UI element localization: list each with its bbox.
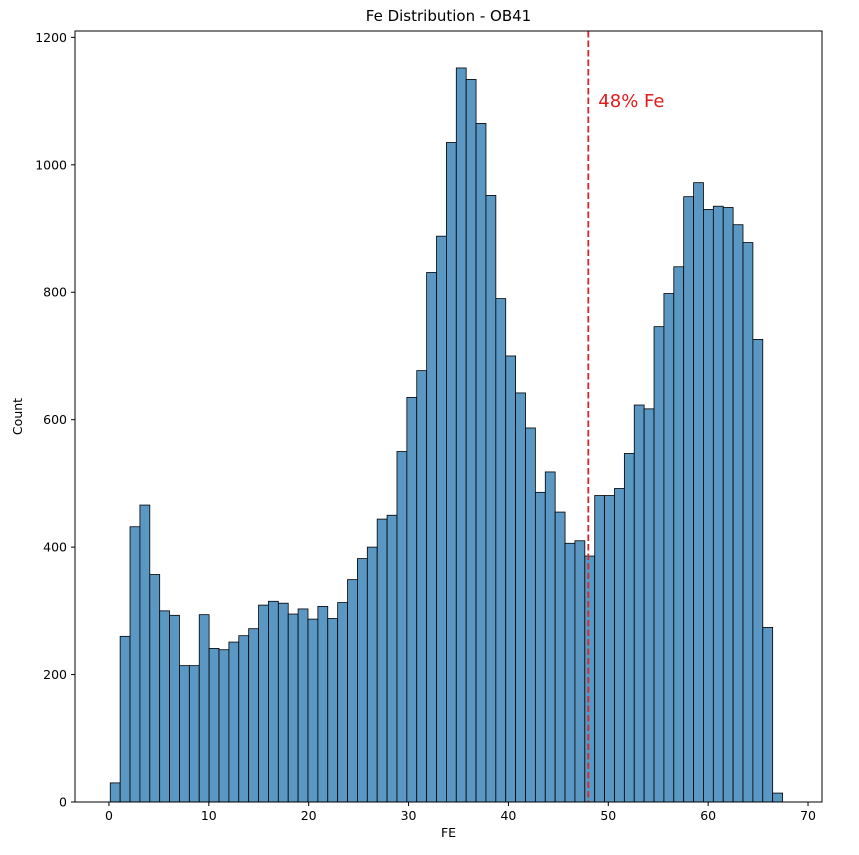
histogram-bar	[416, 370, 428, 803]
histogram-bar	[327, 618, 339, 803]
y-tick-label: 1200	[35, 30, 67, 45]
y-tick-label: 800	[43, 285, 67, 300]
histogram-bar	[218, 649, 230, 803]
y-axis-label: Count	[10, 398, 25, 435]
y-axis-ticks: 0 200 400 600 800 1000 1200	[35, 30, 75, 810]
histogram-bar	[258, 604, 269, 803]
histogram-bar	[663, 293, 675, 803]
histogram-bar	[396, 451, 408, 803]
histogram-bar	[485, 194, 497, 803]
histogram-bar	[584, 555, 596, 803]
histogram-bar	[732, 224, 744, 803]
histogram-bar	[525, 427, 536, 803]
chart-title: Fe Distribution - OB41	[366, 7, 531, 25]
y-tick-label: 1000	[35, 157, 67, 172]
x-axis-label: FE	[441, 825, 456, 840]
histogram-bar	[198, 614, 210, 803]
y-tick-label: 200	[43, 667, 67, 682]
histogram-bar	[544, 471, 556, 803]
histogram-bar	[515, 392, 526, 803]
bars	[109, 67, 783, 803]
histogram-bar	[386, 514, 398, 803]
histogram-bar	[357, 558, 368, 803]
histogram-bar	[376, 518, 388, 803]
histogram-bar	[742, 242, 754, 803]
histogram-bar	[574, 540, 586, 803]
x-tick-label: 10	[201, 808, 217, 823]
histogram-bar	[238, 635, 250, 803]
histogram-bar	[752, 338, 764, 803]
histogram-bar	[614, 488, 625, 803]
histogram-bar	[594, 495, 605, 803]
histogram-bar	[623, 453, 635, 803]
histogram-bar	[762, 627, 774, 803]
histogram-bar	[268, 600, 279, 803]
histogram-bar	[505, 355, 517, 803]
histogram-bar	[772, 792, 783, 803]
histogram-bar	[337, 602, 348, 803]
histogram-bar	[406, 396, 418, 803]
histogram-bar	[495, 298, 507, 803]
histogram-bar	[307, 618, 319, 803]
histogram-bar	[109, 782, 121, 803]
histogram-bar	[673, 266, 685, 803]
histogram-bar	[169, 614, 180, 803]
x-tick-label: 40	[500, 808, 516, 823]
histogram-bar	[465, 79, 477, 803]
histogram-bar	[722, 207, 734, 803]
histogram-bar	[208, 648, 220, 803]
histogram-bar	[475, 122, 487, 803]
histogram-bar	[139, 504, 151, 803]
x-tick-label: 0	[105, 808, 113, 823]
histogram-bar	[426, 272, 437, 803]
histogram-bar	[347, 579, 358, 803]
histogram-bar	[455, 67, 467, 803]
histogram-bar	[534, 491, 546, 803]
histogram-bar	[159, 610, 170, 803]
x-tick-label: 20	[301, 808, 317, 823]
histogram-bar	[317, 605, 329, 803]
x-axis-ticks: 0 10 20 30 40 50 60 70	[105, 802, 816, 823]
histogram-bar	[693, 182, 704, 803]
histogram-bar	[703, 209, 714, 803]
histogram-bar	[446, 142, 457, 803]
y-tick-label: 400	[43, 540, 67, 555]
histogram-bar	[712, 205, 724, 803]
histogram-bar	[287, 613, 299, 803]
histogram-bar	[149, 574, 161, 803]
histogram-bar	[564, 542, 576, 803]
histogram-bar	[683, 196, 694, 803]
x-tick-label: 70	[800, 808, 816, 823]
histogram-bar	[366, 546, 378, 803]
y-tick-label: 0	[59, 795, 67, 810]
histogram-bar	[653, 326, 665, 803]
histogram-bar	[554, 511, 566, 803]
x-tick-label: 30	[401, 808, 417, 823]
plot-frame	[74, 30, 823, 803]
y-tick-label: 600	[43, 412, 67, 427]
threshold-annotation: 48% Fe	[598, 91, 664, 112]
histogram-bar	[188, 665, 200, 803]
histogram-bar	[604, 495, 615, 803]
x-tick-label: 50	[600, 808, 616, 823]
histogram-bar	[277, 602, 289, 803]
histogram-bar	[129, 526, 141, 803]
x-tick-label: 60	[700, 808, 716, 823]
histogram-bar	[297, 608, 309, 803]
histogram-bar	[436, 235, 447, 803]
histogram-bar	[228, 641, 240, 803]
histogram-bar	[643, 408, 655, 803]
histogram-bar	[248, 628, 259, 803]
histogram-bar	[119, 635, 131, 803]
histogram-bar	[633, 404, 645, 803]
histogram-bar	[179, 665, 190, 803]
